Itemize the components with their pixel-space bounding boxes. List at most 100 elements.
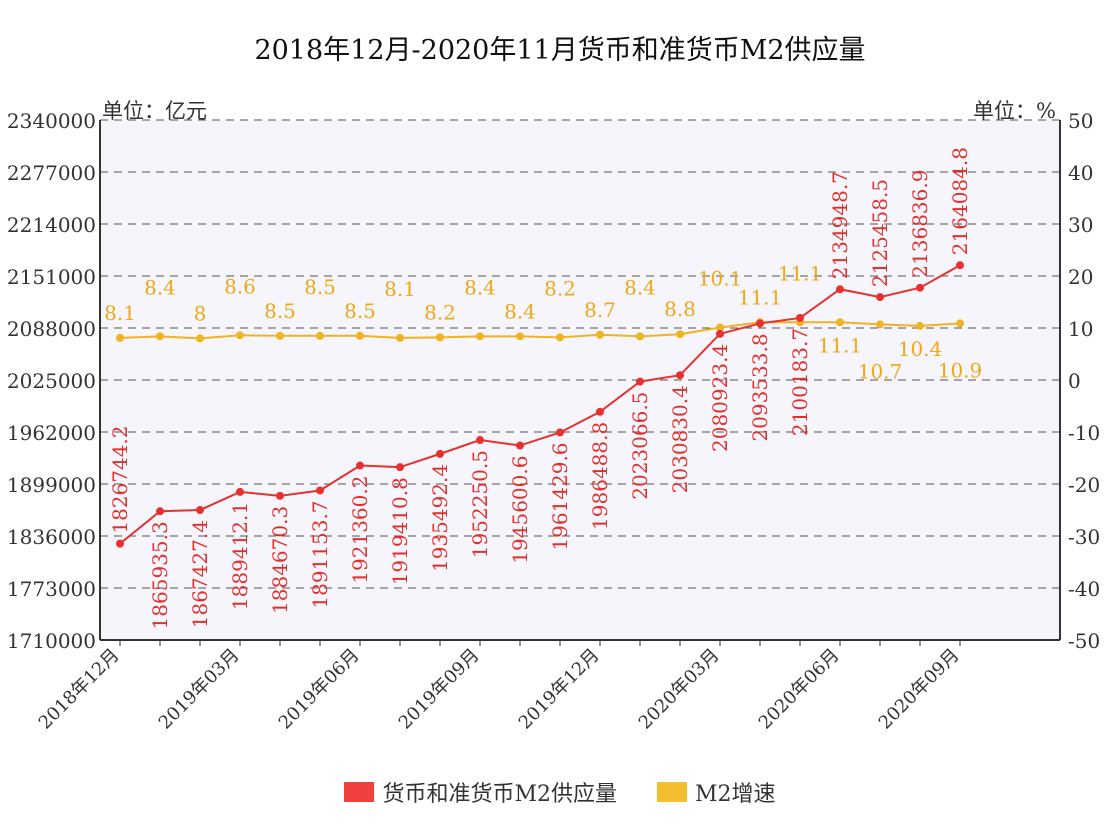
right-tick-label: -20	[1068, 473, 1100, 497]
m2-growth-point	[676, 330, 684, 339]
left-tick-label: 1899000	[7, 473, 96, 497]
left-tick-label: 2340000	[7, 109, 96, 133]
m2-supply-point	[756, 319, 764, 328]
legend-swatch-growth	[657, 782, 687, 802]
x-tick-label: 2019年09月	[395, 645, 484, 734]
m2-supply-data-label: 2136836.9	[908, 170, 932, 278]
right-tick-label: -40	[1068, 577, 1100, 601]
m2-supply-data-label: 2023066.5	[628, 392, 652, 500]
m2-growth-point	[276, 331, 284, 340]
m2-growth-point	[876, 320, 884, 329]
legend: 货币和准货币M2供应量 M2增速	[0, 776, 1120, 808]
m2-supply-data-label: 2093533.8	[748, 333, 772, 441]
m2-supply-data-label: 1889412.1	[228, 502, 252, 610]
m2-growth-point	[636, 332, 644, 341]
m2-growth-point	[556, 333, 564, 342]
m2-supply-data-label: 1891153.7	[308, 500, 332, 608]
m2-supply-data-label: 2080923.4	[708, 344, 732, 452]
legend-item-growth[interactable]: M2增速	[657, 776, 776, 808]
m2-supply-data-label: 1935492.4	[428, 464, 452, 572]
m2-growth-data-label: 8.4	[624, 275, 656, 299]
m2-growth-point	[356, 331, 364, 340]
m2-supply-point	[196, 506, 204, 515]
legend-label-m2: 货币和准货币M2供应量	[382, 782, 617, 807]
m2-supply-data-label: 1986488.8	[588, 422, 612, 530]
legend-swatch-m2	[344, 782, 375, 802]
m2-growth-point	[836, 318, 844, 327]
m2-growth-point	[196, 334, 204, 343]
x-tick-label: 2020年09月	[875, 645, 964, 734]
m2-supply-data-label: 1865935.3	[148, 521, 172, 629]
m2-growth-data-label: 8.2	[424, 300, 456, 324]
m2-supply-point	[396, 463, 404, 472]
m2-supply-point	[556, 428, 564, 437]
m2-supply-point	[876, 293, 884, 302]
m2-growth-point	[396, 333, 404, 342]
x-tick-label: 2019年06月	[275, 645, 364, 734]
m2-supply-point	[276, 491, 284, 500]
m2-supply-data-label: 1952250.5	[468, 450, 492, 558]
m2-growth-data-label: 11.1	[778, 261, 823, 285]
m2-growth-data-label: 8	[194, 301, 207, 325]
m2-growth-data-label: 11.1	[818, 333, 863, 357]
left-tick-label: 2277000	[7, 161, 96, 185]
m2-supply-point	[676, 371, 684, 380]
right-tick-label: -30	[1068, 525, 1100, 549]
m2-growth-data-label: 10.9	[938, 358, 983, 382]
m2-growth-data-label: 8.1	[104, 301, 136, 325]
m2-supply-data-label: 2030830.4	[668, 385, 692, 493]
m2-supply-point	[516, 441, 524, 450]
m2-supply-data-label: 1919410.8	[388, 477, 412, 585]
m2-growth-data-label: 10.1	[698, 266, 743, 290]
left-tick-label: 1962000	[7, 421, 96, 445]
m2-supply-data-label: 1921360.2	[348, 476, 372, 584]
m2-growth-line	[119, 321, 961, 340]
x-tick-label: 2018年12月	[35, 645, 124, 734]
m2-growth-point	[116, 333, 124, 342]
m2-supply-data-label: 1867427.4	[188, 520, 212, 628]
x-tick-label: 2019年03月	[155, 645, 244, 734]
right-tick-label: -50	[1068, 629, 1100, 653]
m2-growth-data-label: 8.4	[144, 275, 176, 299]
m2-supply-line	[119, 264, 961, 545]
m2-growth-data-label: 8.7	[584, 298, 616, 322]
m2-growth-point	[596, 330, 604, 339]
m2-growth-data-label: 10.7	[858, 359, 903, 383]
m2-supply-data-label: 2134948.7	[828, 171, 852, 279]
x-tick-label: 2019年12月	[515, 645, 604, 734]
right-unit-label: 单位：%	[973, 99, 1056, 123]
m2-growth-point	[236, 331, 244, 340]
m2-supply-point	[956, 261, 964, 270]
legend-item-m2[interactable]: 货币和准货币M2供应量	[344, 776, 617, 808]
m2-growth-point	[476, 332, 484, 341]
right-tick-label: 10	[1068, 317, 1093, 341]
left-tick-label: 1773000	[7, 577, 96, 601]
chart-title: 2018年12月-2020年11月货币和准货币M2供应量	[254, 35, 866, 66]
m2-supply-data-label: 2125458.5	[868, 179, 892, 287]
m2-growth-point	[316, 331, 324, 340]
left-tick-label: 2088000	[7, 317, 96, 341]
m2-growth-data-label: 8.5	[344, 299, 376, 323]
m2-supply-data-label: 2100183.7	[788, 328, 812, 436]
right-tick-label: 40	[1068, 161, 1093, 185]
m2-growth-data-label: 8.2	[544, 276, 576, 300]
m2-supply-point	[716, 329, 724, 338]
m2-supply-point	[316, 486, 324, 495]
m2-supply-point	[796, 313, 804, 322]
m2-supply-point	[596, 407, 604, 416]
m2-growth-data-label: 8.4	[504, 299, 536, 323]
left-tick-label: 2025000	[7, 369, 96, 393]
m2-supply-point	[356, 461, 364, 470]
m2-growth-point	[956, 319, 964, 328]
m2-growth-point	[436, 333, 444, 342]
m2-supply-data-label: 1884670.3	[268, 506, 292, 614]
m2-growth-data-label: 8.5	[304, 275, 336, 299]
x-tick-label: 2020年03月	[635, 645, 724, 734]
m2-growth-data-label: 8.5	[264, 299, 296, 323]
m2-supply-data-label: 2164084.8	[948, 147, 972, 255]
left-tick-label: 1836000	[7, 525, 96, 549]
m2-supply-point	[476, 436, 484, 445]
m2-growth-data-label: 8.4	[464, 275, 496, 299]
